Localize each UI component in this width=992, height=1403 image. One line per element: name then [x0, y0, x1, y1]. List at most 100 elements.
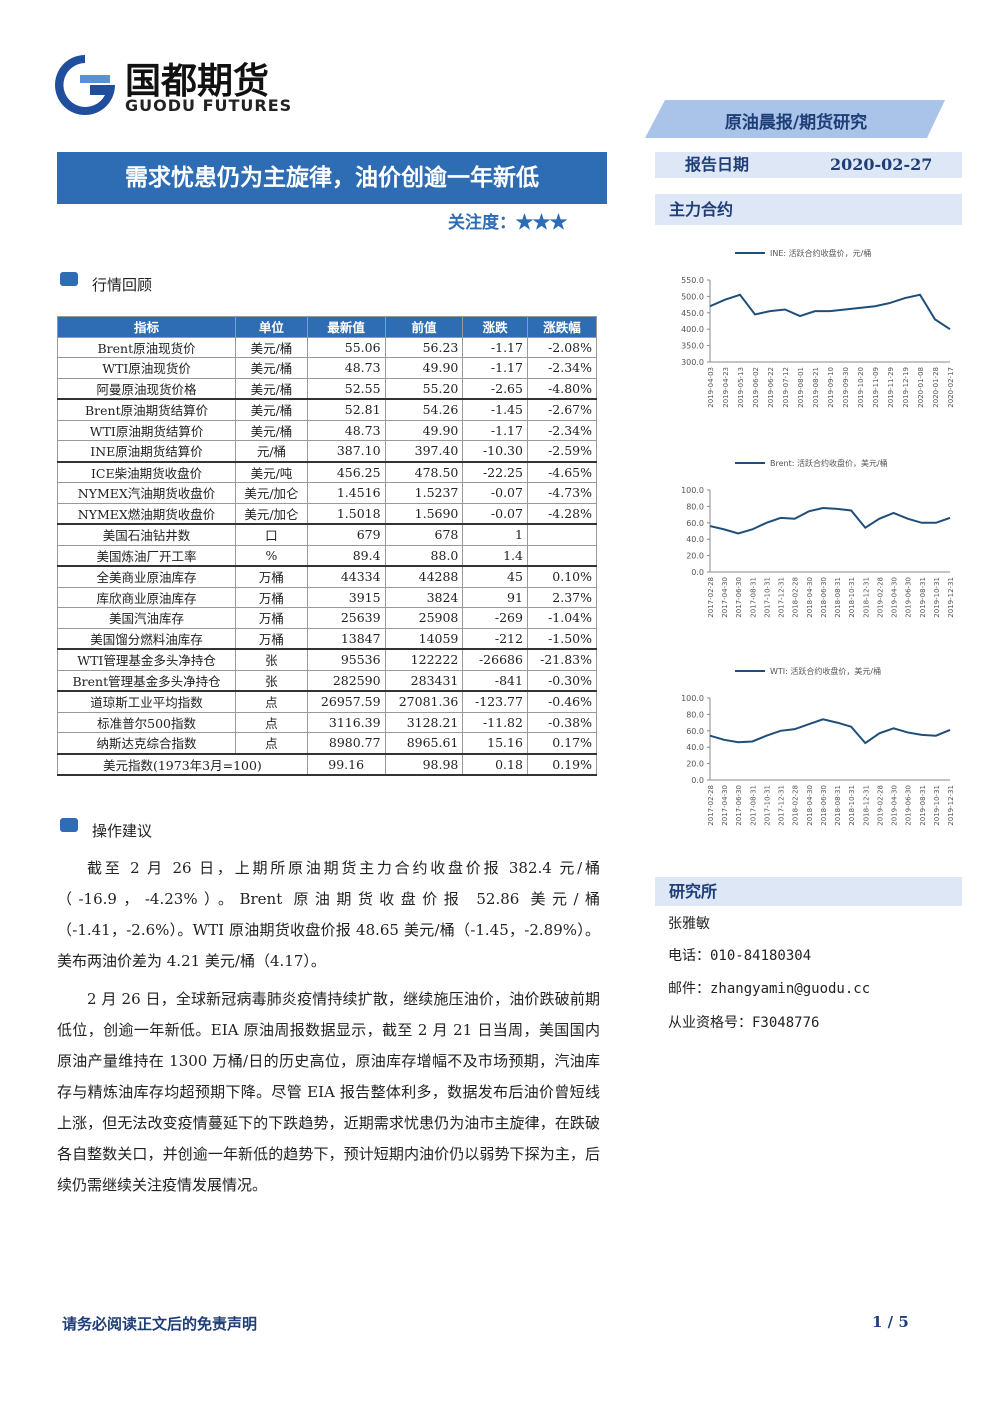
table-cell: 13847 — [306, 627, 386, 650]
y-tick-label: 350.0 — [681, 342, 704, 351]
x-tick-label: 2019-10-20 — [857, 367, 865, 408]
table-cell: 美元/桶 — [235, 377, 308, 400]
paragraph: 截至 2 月 26 日，上期所原油期货主力合约收盘价报 382.4 元/桶（-1… — [57, 859, 600, 970]
section-review: 行情回顾 — [92, 276, 153, 294]
header-cell: 最新值 — [306, 316, 386, 338]
table-cell: 27081.36 — [384, 690, 464, 713]
x-tick-label: 2019-12-19 — [902, 367, 910, 408]
y-tick-label: 0.0 — [691, 776, 704, 785]
section-main: 主力合约 — [655, 194, 962, 225]
table-cell: 52.55 — [306, 377, 386, 400]
table-cell: 122222 — [384, 648, 464, 671]
table-cell: 55.20 — [384, 377, 464, 400]
table-cell: 美元/桶 — [235, 398, 308, 421]
line — [709, 718, 951, 745]
x-tick-label: 2019-04-03 — [707, 367, 715, 408]
table-cell: WTI原油期货结算价 — [56, 419, 237, 441]
table-cell: 89.4 — [306, 544, 386, 567]
table-cell: 元/桶 — [235, 440, 308, 463]
x-tick-label: 2019-02-28 — [876, 785, 884, 826]
legend-label: WTI: 活跃合约收盘价，美元/桶 — [770, 666, 881, 676]
table-cell: -1.04% — [526, 607, 598, 629]
table-cell: -2.59% — [526, 440, 598, 463]
page-number: 1 / 5 — [872, 1313, 909, 1331]
table-cell: 15.16 — [462, 732, 528, 755]
line — [709, 507, 951, 535]
table-cell: 55.06 — [306, 336, 386, 358]
table-cell: 678 — [384, 523, 464, 546]
table-row: WTI原油现货价 美元/桶 48.73 49.90 -1.17 -2.34% — [56, 357, 598, 379]
table-cell: 1.5237 — [384, 482, 464, 504]
table-cell: -123.77 — [462, 690, 528, 713]
paragraph: 2 月 26 日，全球新冠病毒肺炎疫情持续扩散，继续施压油价，油价跌破前期低位，… — [57, 990, 600, 1194]
table-cell: 99.16 — [306, 753, 386, 776]
table-row: 美国石油钻井数口 679 678 1 — [56, 523, 598, 546]
y-tick-label: 100.0 — [681, 694, 704, 703]
table-cell: 美国炼油厂开工率 — [56, 544, 237, 567]
x-tick-label: 2017-04-30 — [721, 785, 729, 826]
table-cell: -269 — [462, 607, 528, 629]
table-cell: 1.5018 — [306, 502, 386, 525]
table-cell: 88.0 — [384, 544, 464, 567]
header-cell: 涨跌 — [462, 316, 528, 338]
x-tick-label: 2018-08-31 — [834, 577, 842, 618]
table-cell: 52.81 — [306, 398, 386, 421]
table-cell: 95536 — [306, 648, 386, 671]
x-tick-label: 2019-09-30 — [842, 367, 850, 408]
table-cell: -1.17 — [462, 357, 528, 379]
table-row: WTI原油期货结算价 美元/桶 48.73 49.90 -1.17 -2.34% — [56, 419, 598, 441]
table-cell: 397.40 — [384, 440, 464, 463]
table-cell: NYMEX汽油期货收盘价 — [56, 482, 237, 504]
table-row: 美元指数(1973年3月=100) 99.16 98.98 0.18 0.19% — [57, 753, 598, 776]
header-cell: 涨跌幅 — [526, 316, 598, 338]
x-tick-label: 2019-06-30 — [905, 785, 913, 826]
table-cell: 8965.61 — [384, 732, 464, 755]
x-tick-label: 2018-06-30 — [820, 785, 828, 826]
table-cell: -2.67% — [526, 398, 598, 421]
x-tick-label: 2019-11-09 — [872, 367, 880, 408]
table-cell: 1 — [462, 523, 528, 546]
table-cell: 点 — [235, 732, 308, 755]
table-cell: 美元指数(1973年3月=100) — [57, 753, 308, 776]
banner: 原油晨报/期货研究 — [724, 113, 868, 133]
table-cell: Brent原油现货价 — [56, 336, 237, 358]
date-label: 报告日期 — [685, 155, 750, 174]
table-cell: 0.17% — [526, 732, 598, 755]
x-tick-label: 2019-06-22 — [767, 367, 775, 408]
report-title: 需求忧患仍为主旋律，油价创逾一年新低 — [57, 152, 607, 204]
table-cell: 1.5690 — [384, 502, 464, 525]
x-tick-label: 2018-10-31 — [848, 785, 856, 826]
table-row: 库欣商业原油库存 万桶 3915 3824 91 2.37% — [56, 586, 598, 608]
icon — [60, 818, 78, 832]
table-cell: NYMEX燃油期货收盘价 — [56, 502, 237, 525]
x-tick-label: 2019-12-31 — [947, 577, 955, 618]
table-cell: -21.83% — [526, 648, 598, 671]
researcher-email: 邮件：zhangyamin@guodu.cc — [668, 981, 871, 997]
table-header: 指标 单位 最新值 前值 涨跌 涨跌幅 — [56, 316, 598, 338]
table-cell: 54.26 — [384, 398, 464, 421]
table-cell: 48.73 — [306, 357, 386, 379]
x-tick-label: 2019-06-02 — [752, 367, 760, 408]
table-row: 道琼斯工业平均指数点 26957.59 27081.36 -123.77 -0.46% — [56, 690, 598, 713]
table-cell: 478.50 — [384, 461, 464, 483]
table-cell: 库欣商业原油库存 — [56, 586, 237, 608]
table-cell: -4.65% — [526, 461, 598, 483]
table-cell: 283431 — [384, 669, 464, 692]
table-cell: 91 — [462, 586, 528, 608]
table-cell: -0.46% — [526, 690, 598, 713]
x-tick-label: 2019-12-31 — [947, 785, 955, 826]
table-cell: -0.07 — [462, 482, 528, 504]
table-cell: 美元/加仑 — [235, 482, 308, 504]
table-cell: 点 — [235, 690, 308, 713]
table-row: INE原油期货结算价 元/桶 387.10 397.40 -10.30 -2.59% — [56, 440, 598, 463]
table-cell: 44288 — [384, 565, 464, 588]
table-cell: 44334 — [306, 565, 386, 588]
x-tick-label: 2018-04-30 — [806, 785, 814, 826]
table-cell: ICE柴油期货收盘价 — [56, 461, 237, 483]
x-tick-label: 2019-07-12 — [782, 367, 790, 408]
x-tick-label: 2019-06-30 — [905, 577, 913, 618]
chart: 300.0 350.0 400.0 450.0 500.0 550.0 2019-04-03… — [681, 248, 955, 408]
table-cell: 48.73 — [306, 419, 386, 441]
x-tick-label: 2019-02-28 — [876, 577, 884, 618]
table-cell: -22.25 — [462, 461, 528, 483]
